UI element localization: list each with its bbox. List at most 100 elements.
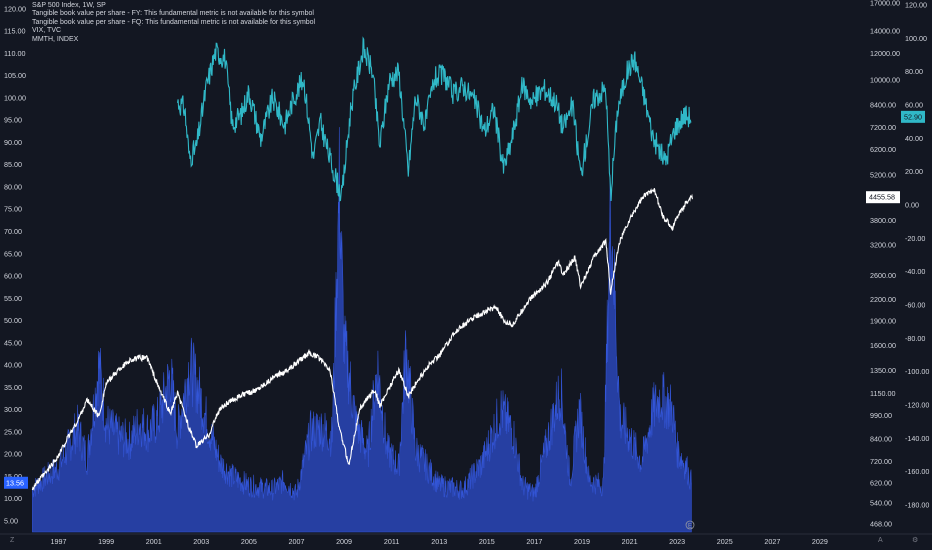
x-axis-tick: 2029 xyxy=(812,537,828,546)
x-axis-tick: 2013 xyxy=(431,537,447,546)
legend-mmth: MMTH, INDEX xyxy=(32,35,79,43)
mid-axis-tick: 1150.00 xyxy=(870,389,895,398)
right-axis-tick: -160.00 xyxy=(905,467,929,476)
left-axis-tick: 120.00 xyxy=(4,4,26,13)
zoom-icon[interactable]: Z xyxy=(10,537,15,544)
left-axis-tick: 95.00 xyxy=(4,116,22,125)
x-axis-tick: 2025 xyxy=(717,537,733,546)
mid-axis-tick: 620.00 xyxy=(870,479,892,488)
mid-axis-tick: 3800.00 xyxy=(870,216,896,225)
mid-axis-tick: 2200.00 xyxy=(870,295,896,304)
left-axis-tick: 80.00 xyxy=(4,182,22,191)
right-axis-tick: -140.00 xyxy=(905,434,929,443)
spx-price-tag xyxy=(866,191,900,204)
spx-line xyxy=(31,188,693,492)
mid-axis-tick: 1600.00 xyxy=(870,341,896,350)
x-axis-tick: 2021 xyxy=(622,537,638,546)
legend-title: S&P 500 Index, 1W, SP xyxy=(32,2,106,9)
left-axis-tick: 5.00 xyxy=(4,516,18,525)
x-axis-tick: 2003 xyxy=(193,537,209,546)
right-axis-tick: 0.00 xyxy=(905,201,919,210)
right-axis-tick: -100.00 xyxy=(905,367,929,376)
vix-area xyxy=(32,127,692,533)
right-axis-tick: 40.00 xyxy=(905,134,923,143)
left-axis-tick: 10.00 xyxy=(4,494,22,503)
left-axis-tick: 50.00 xyxy=(4,316,22,325)
left-axis-tick: 45.00 xyxy=(4,338,22,347)
right-axis-tick: 80.00 xyxy=(905,67,923,76)
mid-axis-tick: 2600.00 xyxy=(870,271,896,280)
mid-axis-tick: 6200.00 xyxy=(870,145,896,154)
left-axis-tick: 35.00 xyxy=(4,383,22,392)
mid-axis-tick: 10000.00 xyxy=(870,75,900,84)
mid-axis-tick: 17000.00 xyxy=(870,0,900,8)
event-marker-label: E xyxy=(688,524,692,530)
left-axis-tick: 25.00 xyxy=(4,427,22,436)
x-axis-tick: 2015 xyxy=(479,537,495,546)
legend-vix: VIX, TVC xyxy=(32,27,62,35)
mid-axis-tick: 1900.00 xyxy=(870,316,896,325)
left-axis-tick: 100.00 xyxy=(4,93,26,102)
left-axis-tick: 85.00 xyxy=(4,160,22,169)
right-axis-tick: -20.00 xyxy=(905,234,925,243)
mid-axis-tick: 3200.00 xyxy=(870,241,896,250)
legend-tbv-fy: Tangible book value per share - FY: This… xyxy=(32,10,314,18)
mid-axis-tick: 540.00 xyxy=(870,499,892,508)
mid-axis-tick: 990.00 xyxy=(870,411,892,420)
legend-tbv-fq: Tangible book value per share - FQ: This… xyxy=(32,18,316,26)
left-axis-tick: 110.00 xyxy=(4,49,25,58)
mid-axis-tick: 840.00 xyxy=(870,435,892,444)
mid-axis-tick: 7200.00 xyxy=(870,123,896,132)
right-axis-tick: 120.00 xyxy=(905,1,927,10)
x-axis-tick: 2007 xyxy=(288,537,304,546)
vix-price-label: 13.56 xyxy=(6,478,24,487)
settings-icon[interactable]: ⚙ xyxy=(912,537,919,544)
mid-axis-tick: 8400.00 xyxy=(870,101,896,110)
right-axis-tick: -80.00 xyxy=(905,334,925,343)
right-axis-tick: -180.00 xyxy=(905,501,929,510)
left-axis-tick: 70.00 xyxy=(4,227,22,236)
vix-price-tag xyxy=(4,476,28,489)
x-axis-tick: 2023 xyxy=(669,537,685,546)
left-axis-tick: 30.00 xyxy=(4,405,22,414)
x-axis-tick: 2009 xyxy=(336,537,352,546)
left-axis-tick: 55.00 xyxy=(4,294,22,303)
mid-axis-tick: 1350.00 xyxy=(870,366,896,375)
right-axis-tick: 60.00 xyxy=(905,101,923,110)
left-axis-tick: 15.00 xyxy=(4,472,22,481)
x-axis-tick: 1999 xyxy=(98,537,114,546)
mid-axis-tick: 720.00 xyxy=(870,457,892,466)
mid-axis-tick: 5200.00 xyxy=(870,170,896,179)
spx-price-label: 4455.58 xyxy=(869,193,895,202)
left-axis-tick: 60.00 xyxy=(4,272,22,281)
left-axis-tick: 20.00 xyxy=(4,450,22,459)
chart-legend: S&P 500 Index, 1W, SP Tangible book valu… xyxy=(32,2,315,44)
right-axis-tick: 20.00 xyxy=(905,167,923,176)
right-axis-tick: -40.00 xyxy=(905,267,925,276)
x-axis-tick: 2019 xyxy=(574,537,590,546)
event-marker-icon xyxy=(685,520,695,530)
x-axis-tick: 2017 xyxy=(526,537,542,546)
right-axis-tick: -60.00 xyxy=(905,301,925,310)
auto-scale-icon[interactable]: A xyxy=(878,537,883,544)
left-axis-tick: 105.00 xyxy=(4,71,26,80)
mid-axis-tick: 12000.00 xyxy=(870,49,900,58)
left-axis-tick: 40.00 xyxy=(4,361,22,370)
mmth-price-label: 52.90 xyxy=(904,112,922,121)
x-axis-tick: 2011 xyxy=(384,537,399,546)
x-axis-tick: 2027 xyxy=(764,537,780,546)
x-axis-tick: 1997 xyxy=(51,537,67,546)
x-axis-tick: 2005 xyxy=(241,537,257,546)
left-axis-tick: 115.00 xyxy=(4,27,25,36)
left-axis-tick: 90.00 xyxy=(4,138,22,147)
right-axis-tick: -120.00 xyxy=(905,401,929,410)
left-axis-tick: 65.00 xyxy=(4,249,22,258)
mmth-price-tag xyxy=(901,110,925,123)
mmth-line xyxy=(176,36,692,202)
x-axis-tick: 2001 xyxy=(146,537,162,546)
right-axis-tick: 100.00 xyxy=(905,34,927,43)
left-axis-tick: 75.00 xyxy=(4,205,22,214)
mid-axis-tick: 14000.00 xyxy=(870,27,900,36)
